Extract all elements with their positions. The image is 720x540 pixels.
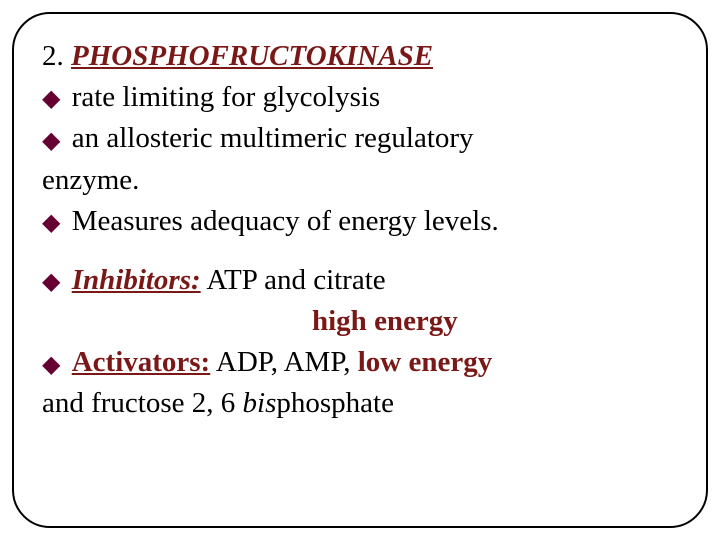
slide-frame: 2. PHOSPHOFRUCTOKINASE ◆ rate limiting f… <box>12 12 708 528</box>
activators-label: Activators: <box>72 346 211 378</box>
diamond-icon: ◆ <box>42 265 60 299</box>
diamond-icon: ◆ <box>42 82 60 116</box>
bullet-2-text: an allosteric multimeric regulatory <box>72 122 474 154</box>
activators-cont: and fructose 2, 6 bisphosphate <box>42 383 678 424</box>
inhibitors-label: Inhibitors: <box>72 264 201 296</box>
spacer <box>42 242 678 260</box>
diamond-icon: ◆ <box>42 206 60 240</box>
activators-text: ADP, AMP, <box>216 346 351 378</box>
bullet-3: ◆ Measures adequacy of energy levels. <box>42 201 678 242</box>
bullet-2-cont-text: enzyme. <box>42 164 139 196</box>
bullet-1: ◆ rate limiting for glycolysis <box>42 77 678 118</box>
low-energy-text: low energy <box>358 346 493 378</box>
diamond-icon: ◆ <box>42 348 60 382</box>
diamond-icon: ◆ <box>42 124 60 158</box>
bullet-3-text: Measures adequacy of energy levels. <box>72 205 499 237</box>
title-number: 2. <box>42 40 64 72</box>
inhibitors-line: ◆ Inhibitors: ATP and citrate <box>42 260 678 301</box>
high-energy-line: high energy <box>42 301 678 342</box>
activators-cont-a: and fructose 2, 6 <box>42 387 243 419</box>
activators-line: ◆ Activators: ADP, AMP, low energy <box>42 342 678 383</box>
high-energy-text: high energy <box>312 305 458 337</box>
bullet-2: ◆ an allosteric multimeric regulatory <box>42 118 678 159</box>
title-line: 2. PHOSPHOFRUCTOKINASE <box>42 36 678 77</box>
activators-cont-c: phosphate <box>276 387 394 419</box>
bullet-1-text: rate limiting for glycolysis <box>72 81 380 113</box>
activators-cont-b: bis <box>243 387 277 419</box>
title-word: PHOSPHOFRUCTOKINASE <box>71 40 433 72</box>
bullet-2-cont: enzyme. <box>42 160 678 201</box>
inhibitors-text: ATP and citrate <box>206 264 385 296</box>
